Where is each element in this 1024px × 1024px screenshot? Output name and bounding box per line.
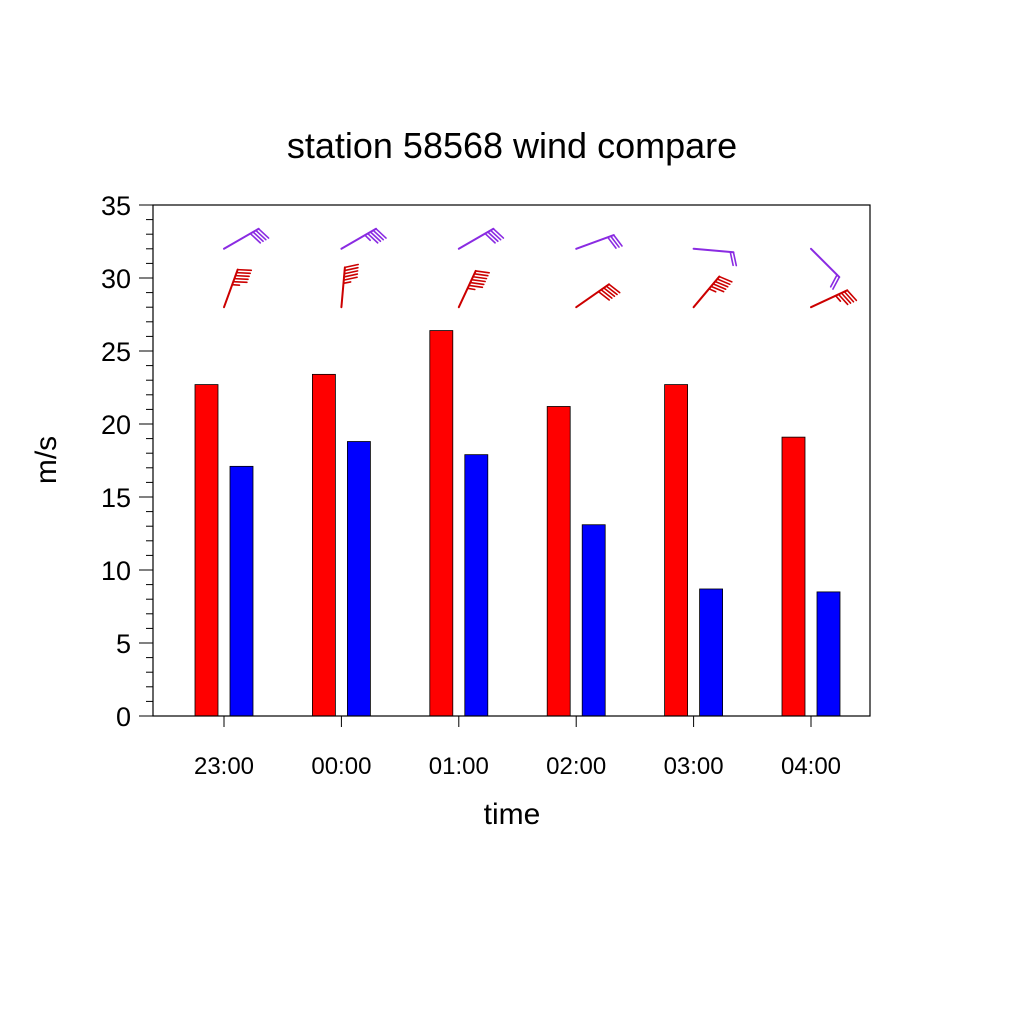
y-tick-labels: 0 5 10 15 20 25 30 35 [101, 191, 131, 732]
wind-barb-2 [457, 227, 505, 250]
bar-series-1 [664, 384, 688, 717]
x-tick-labels: 23:00 00:00 01:00 02:00 03:00 04:00 [194, 753, 841, 780]
y-tick-label: 15 [101, 483, 131, 513]
x-tick-label: 00:00 [311, 753, 371, 780]
chart-title: station 58568 wind compare [287, 125, 737, 166]
wind-barb-1 [457, 269, 490, 309]
bar-series-1 [546, 406, 571, 717]
bar-series-1 [311, 373, 336, 717]
wind-barb-2 [810, 247, 841, 290]
bar-series-2 [581, 524, 606, 717]
wind-barb-1 [692, 275, 733, 309]
y-tick-label: 30 [101, 264, 131, 294]
bar-series-1 [429, 330, 454, 717]
y-tick-label: 35 [101, 191, 131, 221]
bar-series-2 [464, 454, 489, 717]
wind-barb-2 [340, 227, 387, 250]
axis-ticks [139, 204, 812, 727]
y-tick-label: 5 [116, 629, 131, 659]
x-tick-label: 03:00 [664, 753, 724, 780]
x-tick-label: 02:00 [546, 753, 606, 780]
wind-barb-2 [692, 247, 738, 267]
x-tick-label: 23:00 [194, 753, 254, 780]
bar-series-1 [194, 384, 219, 717]
bar-series-1 [781, 436, 806, 717]
bar-series-2 [699, 588, 723, 717]
y-tick-label: 25 [101, 337, 131, 367]
wind-barbs [223, 227, 858, 309]
wind-barb-2 [575, 234, 623, 250]
plot-frame [152, 204, 871, 717]
y-axis-label: m/s [30, 436, 63, 484]
x-tick-label: 04:00 [781, 753, 841, 780]
bar-series-2 [816, 591, 841, 717]
bar-series-2 [346, 441, 371, 717]
wind-barb-2 [223, 227, 270, 250]
y-tick-label: 0 [116, 702, 131, 732]
x-tick-label: 01:00 [429, 753, 489, 780]
wind-barb-1 [340, 263, 359, 309]
bars [194, 330, 841, 717]
wind-barb-1 [575, 283, 621, 309]
y-tick-label: 20 [101, 410, 131, 440]
wind-barb-1 [223, 268, 253, 309]
y-tick-label: 10 [101, 556, 131, 586]
wind-barb-1 [810, 289, 858, 309]
x-axis-label: time [484, 798, 541, 831]
bar-series-2 [229, 465, 254, 717]
